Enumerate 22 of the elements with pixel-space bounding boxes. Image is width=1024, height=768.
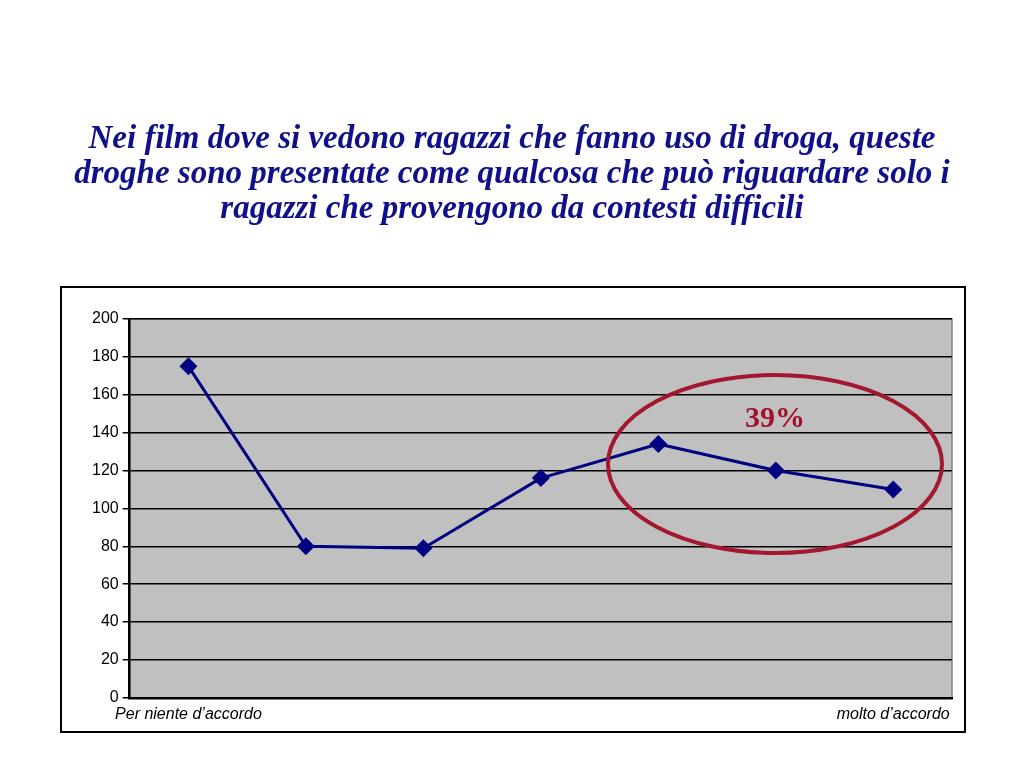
- x-tick-label: molto d’accordo: [836, 704, 950, 722]
- point: [414, 539, 433, 558]
- point: [649, 435, 668, 453]
- y-tick-label: 0: [109, 688, 119, 706]
- y-tick-label: 100: [91, 498, 119, 516]
- y-tick-label: 140: [91, 423, 119, 441]
- point: [179, 357, 198, 376]
- y-tick-label: 20: [100, 650, 119, 668]
- x-tick-label: Per niente d’accordo: [115, 704, 262, 722]
- point: [766, 461, 785, 480]
- point: [531, 469, 550, 488]
- y-tick-label: 80: [100, 536, 119, 554]
- y-tick-label: 60: [100, 574, 119, 592]
- chart-title: Nei film dove si vedono ragazzi che fanno uso di droga, queste droghe sono presentate come qualcosa che può riguardare solo i ragazzi che provengono da contesti difficili: [73, 119, 951, 225]
- y-tick-label: 200: [91, 309, 119, 327]
- y-tick-label: 40: [100, 612, 119, 630]
- point: [296, 537, 315, 556]
- annotation: 39%: [744, 400, 806, 434]
- y-tick-label: 160: [91, 385, 119, 403]
- y-tick-label: 120: [91, 460, 119, 478]
- point: [884, 480, 903, 499]
- y-tick-label: 180: [91, 347, 119, 365]
